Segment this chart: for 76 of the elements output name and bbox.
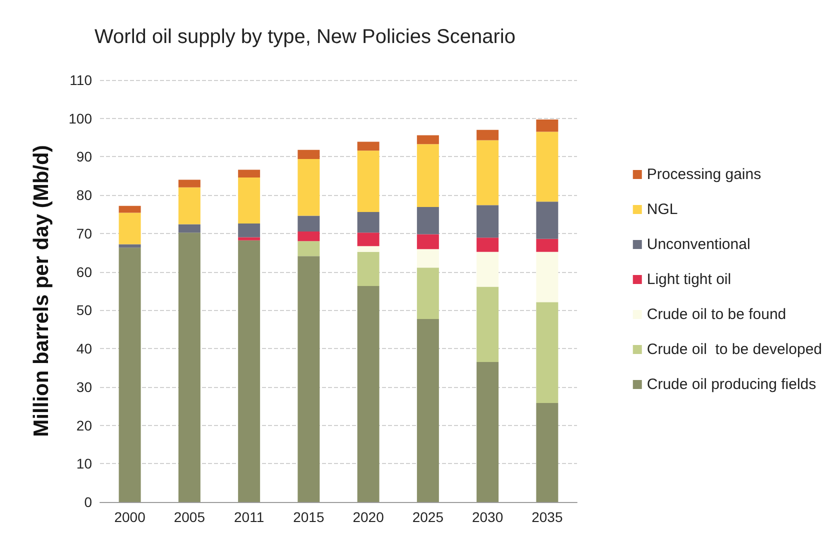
legend-label: Processing gains bbox=[646, 166, 762, 183]
bar bbox=[536, 120, 558, 132]
legend-label: Crude oil producing fields bbox=[646, 376, 816, 393]
bar bbox=[178, 232, 200, 502]
bar bbox=[357, 232, 380, 246]
y-tick-label: 70 bbox=[76, 225, 92, 242]
y-tick-label: 30 bbox=[76, 378, 92, 395]
bar bbox=[476, 252, 499, 287]
bar bbox=[416, 206, 439, 234]
x-tick-label: 2035 bbox=[532, 509, 563, 525]
bar bbox=[118, 244, 141, 248]
bar bbox=[416, 135, 439, 144]
y-tick-label: 60 bbox=[76, 264, 92, 280]
bar bbox=[416, 144, 439, 207]
bar bbox=[476, 205, 499, 238]
bar bbox=[416, 319, 439, 502]
bar bbox=[476, 362, 499, 502]
bar bbox=[357, 150, 380, 212]
x-tick-label: 2015 bbox=[293, 509, 324, 525]
bar bbox=[178, 224, 200, 233]
y-tick-label: 40 bbox=[76, 340, 92, 357]
y-axis-title: Million barrels per day (Mb/d) bbox=[30, 145, 53, 437]
bar bbox=[238, 237, 260, 240]
bar bbox=[238, 223, 260, 238]
bar bbox=[298, 256, 320, 502]
bar bbox=[357, 246, 380, 252]
bar bbox=[298, 150, 320, 160]
bar bbox=[357, 286, 380, 502]
bar bbox=[536, 202, 558, 239]
bar bbox=[476, 130, 499, 140]
bar bbox=[416, 268, 439, 320]
y-tick-label: 0 bbox=[84, 494, 92, 510]
x-tick-label: 2025 bbox=[412, 509, 444, 525]
bar bbox=[118, 248, 141, 502]
bar bbox=[416, 234, 439, 250]
bar bbox=[536, 238, 558, 252]
x-tick-label: 2011 bbox=[234, 509, 264, 525]
x-tick-label: 2000 bbox=[114, 509, 146, 525]
x-tick-label: 2005 bbox=[174, 509, 206, 525]
y-tick-label: 20 bbox=[76, 417, 92, 434]
y-tick-label: 50 bbox=[76, 302, 92, 318]
bar bbox=[416, 249, 439, 268]
y-tick-label: 80 bbox=[76, 187, 92, 204]
legend-label: Unconventional bbox=[646, 236, 750, 253]
bar bbox=[536, 132, 558, 202]
bar bbox=[238, 240, 260, 502]
bar bbox=[357, 212, 380, 233]
x-tick-label: 2030 bbox=[472, 509, 504, 525]
x-tick-label: 2020 bbox=[352, 509, 384, 525]
legend-label: Light tight oil bbox=[646, 271, 732, 288]
bar bbox=[118, 206, 141, 213]
bar bbox=[357, 142, 380, 151]
bar bbox=[357, 252, 380, 286]
bar bbox=[178, 187, 200, 224]
y-tick-label: 110 bbox=[70, 72, 92, 88]
y-tick-label: 90 bbox=[76, 148, 92, 165]
bar bbox=[118, 212, 141, 244]
bar bbox=[238, 177, 260, 224]
bar bbox=[298, 159, 320, 216]
bar bbox=[238, 170, 260, 178]
bar bbox=[298, 241, 320, 256]
bar bbox=[536, 403, 558, 502]
y-tick-label: 10 bbox=[76, 456, 92, 472]
bar bbox=[476, 140, 499, 206]
bar bbox=[178, 180, 200, 188]
legend-label: Crude oil to be found bbox=[646, 306, 786, 323]
legend-label: Crude oil to be developed bbox=[646, 341, 822, 358]
bar bbox=[476, 286, 499, 362]
bar bbox=[298, 216, 320, 232]
bar bbox=[536, 302, 558, 404]
bar bbox=[476, 238, 499, 252]
bar bbox=[536, 252, 558, 302]
legend-label: NGL bbox=[646, 201, 678, 218]
y-tick-label: 100 bbox=[68, 110, 92, 126]
chart-title: World oil supply by type, New Policies Scenario bbox=[94, 26, 516, 48]
bar bbox=[298, 232, 320, 242]
